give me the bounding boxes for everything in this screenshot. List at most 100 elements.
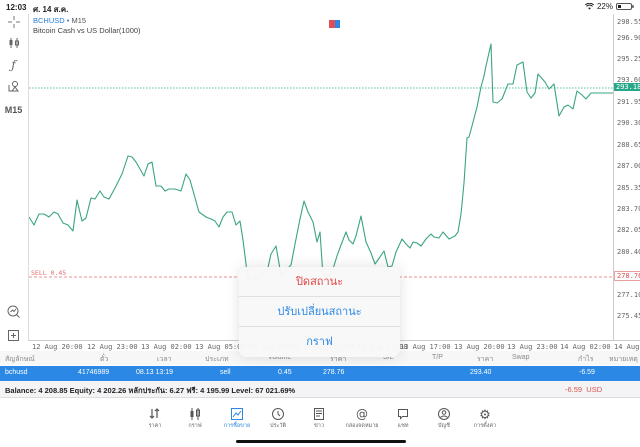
timeframe-label: M15	[4, 105, 23, 115]
header-swap: Swap	[512, 354, 530, 361]
chart-icon	[190, 408, 200, 420]
price-tick: 298.55	[617, 18, 640, 26]
trade-type: sell	[220, 369, 231, 376]
clock: 12:03	[6, 3, 27, 12]
price-tick: 283.70	[617, 205, 640, 213]
trade-profit: -6.59	[579, 369, 595, 376]
tab-mailbox[interactable]: @ กล่องจดหมาย	[342, 407, 382, 430]
account-icon	[438, 408, 450, 420]
price-tick: 295.25	[617, 55, 640, 63]
price-tick: 285.35	[617, 184, 640, 192]
add-window-icon	[8, 330, 19, 341]
price-tick: 287.00	[617, 162, 640, 170]
header-volume: Volume	[268, 354, 292, 361]
timeframe-button[interactable]: M15	[0, 105, 27, 115]
header-sl: S/L	[383, 354, 394, 361]
header-current-price: ราคา	[477, 356, 494, 363]
price-tick: 290.30	[617, 119, 640, 127]
battery-icon	[616, 3, 634, 10]
chart-zoom-button[interactable]	[0, 305, 27, 321]
objects-icon	[8, 81, 19, 92]
time-tick: 12 Aug 23:00	[87, 343, 138, 351]
svg-text:@: @	[356, 407, 368, 421]
chart-description: Bitcoin Cash vs US Dollar(1000)	[33, 26, 141, 35]
news-icon	[314, 408, 324, 420]
price-tick: 277.10	[617, 291, 640, 299]
trade-ticket: 41746989	[78, 369, 110, 376]
mailbox-icon: @	[356, 407, 368, 421]
tab-history[interactable]: ประวัติ	[258, 407, 298, 430]
crosshair-button[interactable]	[0, 16, 27, 31]
chart-type-button[interactable]	[0, 37, 27, 52]
price-tick: 296.90	[617, 34, 640, 42]
chart-zoom-icon	[7, 305, 20, 318]
history-icon	[272, 408, 284, 420]
tab-chart[interactable]: กราฟ	[175, 407, 215, 430]
date: ศ. 14 ส.ค.	[33, 5, 69, 14]
trade-icon	[231, 408, 243, 420]
price-line	[29, 43, 614, 281]
time-tick: 12 Aug 20:00	[32, 343, 83, 351]
function-icon: ƒ	[11, 58, 16, 72]
close-position-button[interactable]: ปิดสถานะ	[239, 267, 400, 297]
tab-settings[interactable]: ⚙ การตั้งค่า	[465, 407, 505, 430]
header-time: เวลา	[157, 356, 172, 363]
one-click-trading-button[interactable]	[329, 20, 340, 28]
home-indicator[interactable]	[236, 440, 406, 443]
chart-symbol: BCHUSD	[33, 16, 65, 25]
header-profit: กำไร	[578, 356, 594, 363]
price-tick: 275.45	[617, 312, 640, 320]
total-profit: -6.59 USD	[565, 385, 603, 394]
battery-percent: 22%	[596, 2, 613, 11]
trade-open-price: 278.76	[323, 369, 345, 376]
indicators-button[interactable]: ƒ	[0, 58, 27, 72]
header-ticket: ตั๋ว	[100, 356, 109, 363]
sell-price-tag: 278.76	[614, 271, 640, 281]
tab-trade[interactable]: การซื้อขาย	[217, 407, 257, 430]
time-tick: 13 Aug 23:00	[507, 343, 558, 351]
candlestick-icon	[9, 38, 19, 48]
trade-volume: 0.45	[278, 369, 292, 376]
quotes-icon	[149, 408, 160, 419]
tab-news[interactable]: ข่าว	[299, 407, 339, 430]
chart-symbol-info: BCHUSD • M15 Bitcoin Cash vs US Dollar(1…	[33, 16, 141, 35]
time-tick: 13 Aug 05:00	[195, 343, 246, 351]
header-type: ประเภท	[205, 356, 229, 363]
balance-text: Balance: 4 208.85 Equity: 4 202.26 หลักป…	[5, 386, 296, 395]
price-tick: 288.65	[617, 141, 640, 149]
tab-chat[interactable]: แชท	[383, 407, 423, 430]
bid-price-tag: 293.18	[614, 83, 640, 91]
price-axis: 298.55 296.90 295.25 293.60 291.95 290.3…	[613, 14, 640, 340]
time-tick: 13 Aug 02:00	[141, 343, 192, 351]
chart-timeframe: M15	[71, 16, 87, 25]
header-price: ราคา	[330, 356, 347, 363]
chart-left-toolbar: ƒ M15	[0, 14, 27, 344]
svg-text:⚙: ⚙	[479, 408, 491, 421]
trade-current-price: 293.40	[470, 369, 492, 376]
time-tick: 13 Aug 20:00	[454, 343, 505, 351]
tab-quotes[interactable]: ราคา	[135, 407, 175, 430]
time-tick: 13 Aug 17:00	[400, 343, 451, 351]
chat-icon	[398, 409, 408, 420]
bottom-tab-bar: ราคา กราฟ การซื้อขาย ประวัติ ข่าว @ กล่อ…	[0, 399, 640, 447]
modify-position-button[interactable]: ปรับเปลี่ยนสถานะ	[239, 297, 400, 327]
trade-time: 08.13 13:19	[136, 369, 173, 376]
crosshair-icon	[7, 16, 20, 28]
settings-icon: ⚙	[479, 408, 491, 421]
status-bar: 12:03 ศ. 14 ส.ค. 22%	[0, 0, 640, 14]
trade-symbol: bchusd	[5, 369, 28, 376]
chart-button[interactable]: กราฟ	[306, 336, 333, 348]
trade-row[interactable]: bchusd 41746989 08.13 13:19 sell 0.45 27…	[0, 366, 640, 381]
header-tp: T/P	[432, 354, 443, 361]
position-action-sheet: ปิดสถานะ ปรับเปลี่ยนสถานะ กราฟ	[239, 267, 400, 357]
time-tick: 14 Aug 02:00	[560, 343, 611, 351]
account-summary: Balance: 4 208.85 Equity: 4 202.26 หลักป…	[0, 381, 640, 398]
price-tick: 280.40	[617, 248, 640, 256]
header-symbol: สัญลักษณ์	[5, 356, 35, 363]
tab-account[interactable]: บัญชี	[424, 407, 464, 430]
add-window-button[interactable]	[0, 330, 27, 344]
header-comment: หมายเหตุ	[609, 356, 638, 363]
price-tick: 291.95	[617, 98, 640, 106]
trade-table-header: สัญลักษณ์ ตั๋ว เวลา ประเภท Volume ราคา S…	[0, 351, 640, 365]
objects-button[interactable]	[0, 80, 27, 95]
